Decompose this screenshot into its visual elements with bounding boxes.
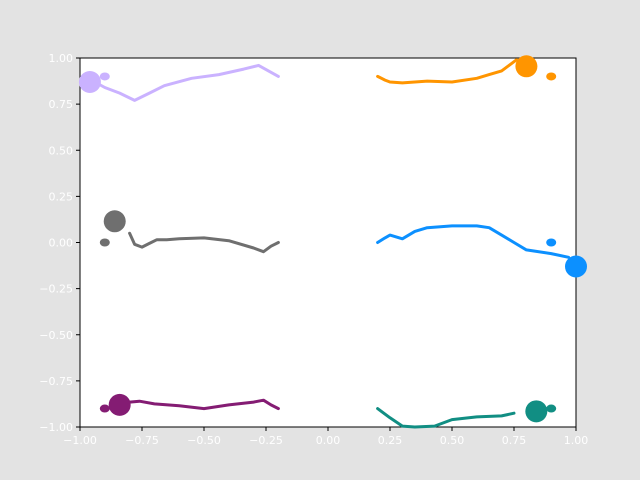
series-1-line [376,58,518,85]
y-axis: −1.00 −0.75 −0.50 −0.25 0.00 0.25 0.50 0.75 1.00 [39,52,80,434]
series-2-tail-marker [99,238,110,247]
y-tick-label: 0.50 [49,144,74,157]
x-tick-label: 1.00 [564,434,589,447]
series-0-line [93,63,280,102]
y-tick-label: 0.00 [49,237,74,250]
y-tick-label: −1.00 [39,421,73,434]
series-2-head-marker [103,210,126,233]
series-3-head-marker [565,255,587,278]
x-tick-label: 0.75 [502,434,527,447]
x-axis: −1.00 −0.75 −0.50 −0.25 0.00 0.25 0.50 0.75 1.00 [63,427,588,447]
y-tick-label: 0.25 [49,190,74,203]
plot-area [79,57,577,428]
y-tick-label: 0.75 [49,98,74,111]
series-4-tail-marker [99,404,110,413]
x-tick-label: −1.00 [63,434,97,447]
series-4-head-marker [108,393,131,416]
y-tick-label: 1.00 [49,52,74,65]
series-layer [78,55,587,429]
series-0-tail-marker [99,72,110,81]
series-1-tail-marker [546,72,557,81]
series-0-head-marker [78,70,101,93]
y-tick-label: −0.50 [39,329,73,342]
x-tick-label: 0.50 [440,434,465,447]
series-5-tail-marker [546,404,557,413]
y-tick-label: −0.25 [39,283,73,296]
series-3-tail-marker [546,238,557,247]
series-5-line [376,407,516,429]
x-tick-label: −0.75 [125,434,159,447]
x-tick-label: 0.25 [378,434,403,447]
series-5-head-marker [525,400,548,423]
x-tick-label: −0.50 [187,434,221,447]
x-tick-label: −0.25 [249,434,283,447]
y-tick-label: −0.75 [39,375,73,388]
series-1-head-marker [515,55,538,78]
series-4-line [128,398,280,411]
x-tick-label: 0.00 [316,434,341,447]
series-3-line [376,224,571,259]
series-2-line [128,231,280,254]
